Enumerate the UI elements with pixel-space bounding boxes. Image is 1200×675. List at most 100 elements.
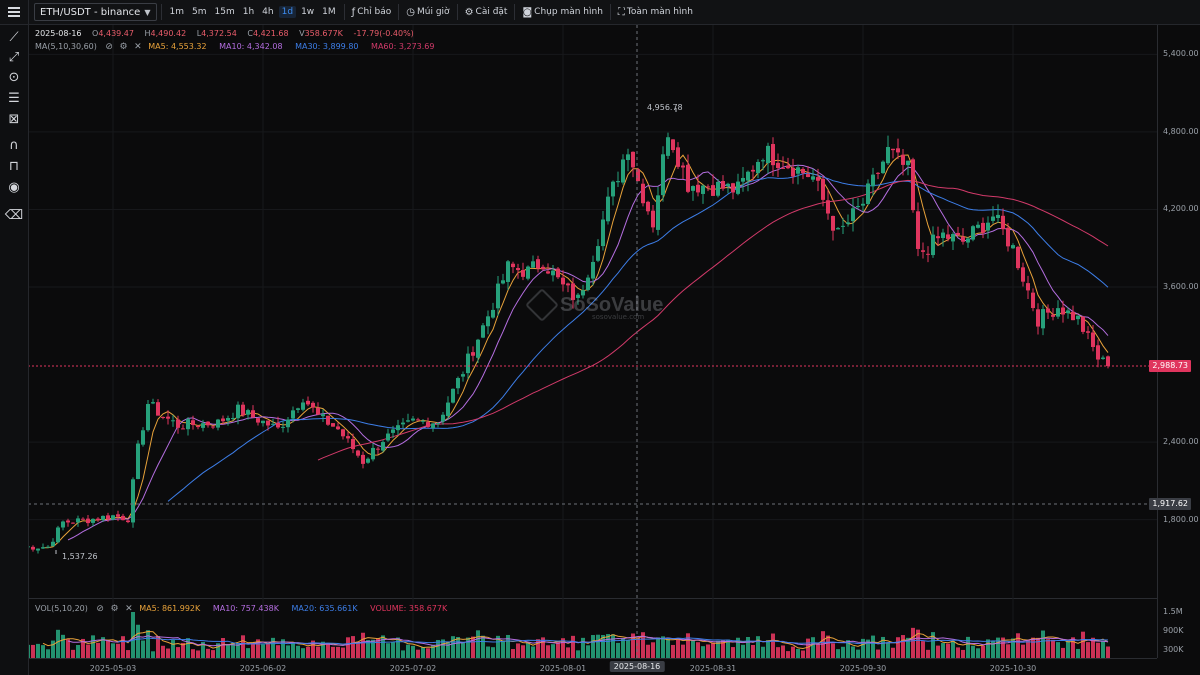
globe-icon: ◷ — [406, 6, 416, 18]
fullscreen-button[interactable]: ⛶ Toàn màn hình — [615, 7, 696, 18]
timeframe-5m[interactable]: 5m — [192, 7, 207, 17]
volume-bar — [1091, 637, 1095, 658]
volume-bar — [666, 637, 670, 658]
volume-bar — [376, 638, 380, 658]
lock-icon[interactable]: ⊓ — [8, 158, 20, 174]
candle-up — [496, 283, 500, 309]
candle-up — [501, 280, 505, 284]
timeframe-1d[interactable]: 1d — [278, 6, 297, 18]
candle-down — [676, 147, 680, 167]
volume-bar — [611, 634, 615, 658]
volume-bar — [511, 649, 515, 658]
volume-bar — [806, 638, 810, 658]
candle-up — [226, 418, 230, 421]
volume-bar — [86, 644, 90, 658]
volume-bar — [256, 639, 260, 658]
ma5-value: MA5: 4,553.32 — [148, 42, 207, 51]
candle-up — [726, 183, 730, 187]
volume-bar — [126, 650, 130, 658]
volume-bar — [976, 648, 980, 658]
circle-dot-icon[interactable]: ⊙ — [8, 69, 20, 85]
timeframe-1M[interactable]: 1M — [322, 7, 336, 17]
timeframe-1w[interactable]: 1w — [301, 7, 315, 17]
candle-down — [636, 169, 640, 182]
candle-down — [346, 436, 350, 439]
volume-bar — [746, 636, 750, 658]
volume-bar — [176, 647, 180, 658]
volume-bar — [571, 635, 575, 658]
indicator-button[interactable]: ƒ Chỉ báo — [349, 7, 395, 18]
timeframe-15m[interactable]: 15m — [214, 7, 235, 17]
candle-up — [451, 388, 455, 403]
vol-ma10: MA10: 757.438K — [212, 604, 279, 613]
volume-bar — [1021, 644, 1025, 658]
open-prefix: O — [92, 29, 99, 38]
candle-up — [291, 410, 295, 419]
hide-icon[interactable]: ⊘ — [96, 604, 104, 614]
volume-bar — [721, 640, 725, 658]
candle-down — [351, 439, 355, 450]
candle-down — [1091, 332, 1095, 347]
volume-bar — [771, 633, 775, 658]
candle-down — [521, 270, 525, 277]
candle-up — [966, 238, 970, 243]
candle-down — [671, 139, 675, 151]
trendline-icon[interactable]: ⟋ — [9, 29, 19, 45]
volume-bar — [281, 639, 285, 658]
candle-up — [1011, 245, 1015, 249]
eye-icon[interactable]: ◉ — [8, 179, 20, 195]
magnet-icon[interactable]: ∩ — [9, 137, 19, 153]
close-icon[interactable]: ✕ — [125, 604, 133, 614]
candle-up — [236, 404, 240, 419]
candle-down — [196, 425, 200, 428]
menu-icon[interactable] — [0, 0, 29, 24]
candle-up — [456, 378, 460, 389]
ray-icon[interactable]: ⤢ — [8, 49, 20, 65]
candle-down — [896, 148, 900, 153]
volume-bar — [206, 648, 210, 658]
volume-bar — [451, 636, 455, 658]
ma30-line — [167, 172, 1109, 502]
candle-down — [541, 266, 545, 270]
volume-bar — [881, 636, 885, 658]
symbol-selector[interactable]: ETH/USDT - binance ▼ — [34, 3, 157, 21]
legend-open: 4,439.47 — [98, 29, 134, 38]
volume-bar — [926, 649, 930, 658]
timeframe-1h[interactable]: 1h — [242, 7, 255, 17]
candle-up — [576, 294, 580, 298]
shape-icon[interactable]: ⊠ — [8, 111, 20, 127]
gear-icon[interactable]: ⚙ — [119, 42, 128, 52]
close-icon[interactable]: ✕ — [134, 42, 142, 52]
candle-down — [266, 420, 270, 426]
candle-up — [736, 181, 740, 194]
volume-bar — [891, 647, 895, 658]
settings-button[interactable]: ⚙ Cài đặt — [462, 7, 511, 18]
fibonacci-icon[interactable]: ☰ — [8, 90, 20, 106]
candle-down — [166, 416, 170, 419]
volume-bar — [181, 642, 185, 658]
timeframe-1m[interactable]: 1m — [169, 7, 185, 17]
volume-bar — [886, 642, 890, 658]
gear-icon[interactable]: ⚙ — [110, 604, 119, 614]
candle-up — [391, 429, 395, 433]
candle-up — [301, 402, 305, 410]
trash-icon[interactable]: ⌫ — [4, 207, 24, 223]
candle-down — [556, 268, 560, 278]
volume-bar — [321, 641, 325, 658]
candle-up — [756, 161, 760, 174]
screenshot-button[interactable]: ◙ Chụp màn hình — [519, 7, 605, 18]
candle-down — [1051, 314, 1055, 317]
timeframe-4h[interactable]: 4h — [262, 7, 274, 17]
volume-bar — [326, 642, 330, 658]
volume-bar — [96, 642, 100, 658]
candle-down — [86, 518, 90, 524]
volume-bar — [121, 636, 125, 658]
volume-bar — [576, 650, 580, 658]
candle-down — [816, 177, 820, 181]
timezone-button[interactable]: ◷ Múi giờ — [403, 7, 452, 18]
candle-down — [936, 236, 940, 239]
hide-icon[interactable]: ⊘ — [105, 42, 113, 52]
volume-bar — [106, 640, 110, 658]
candle-up — [991, 216, 995, 221]
